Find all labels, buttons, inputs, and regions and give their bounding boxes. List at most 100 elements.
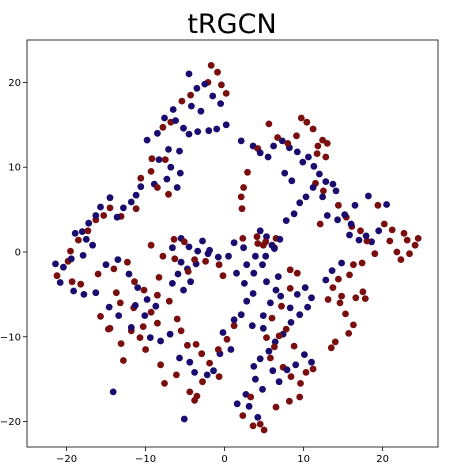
data-point-series-2 [105, 325, 112, 333]
data-point-series-1 [166, 330, 174, 338]
data-point-series-2 [94, 270, 102, 278]
data-point-series-1 [97, 203, 104, 211]
data-point-series-2 [184, 341, 191, 349]
data-points [52, 62, 422, 434]
data-point-series-2 [400, 229, 408, 237]
data-point-series-2 [371, 250, 379, 258]
data-point-series-2 [198, 350, 206, 358]
data-point-series-2 [386, 237, 394, 245]
data-point-series-1 [308, 294, 315, 302]
data-point-series-2 [110, 265, 118, 273]
data-point-series-1 [270, 142, 277, 150]
data-point-series-2 [346, 271, 353, 279]
data-point-series-2 [161, 156, 169, 164]
data-point-series-2 [309, 365, 317, 373]
data-point-series-2 [173, 315, 181, 323]
data-point-series-2 [293, 269, 301, 277]
data-point-series-2 [165, 190, 172, 198]
data-point-series-1 [301, 284, 309, 291]
data-point-series-1 [230, 316, 238, 324]
data-point-series-1 [176, 169, 184, 177]
data-point-series-2 [265, 120, 273, 128]
data-point-series-1 [237, 137, 245, 145]
data-point-series-2 [324, 296, 332, 303]
data-point-series-2 [286, 285, 294, 292]
data-point-series-1 [272, 286, 280, 294]
data-point-series-1 [180, 415, 188, 423]
data-point-series-2 [274, 134, 281, 141]
data-point-series-1 [185, 243, 193, 251]
data-point-series-1 [233, 400, 241, 408]
data-point-series-1 [155, 156, 163, 164]
data-point-series-2 [139, 323, 147, 330]
data-point-series-1 [299, 158, 307, 166]
data-point-series-2 [136, 334, 144, 341]
data-point-series-2 [124, 258, 131, 266]
data-point-series-1 [187, 278, 195, 286]
data-point-series-1 [322, 178, 330, 186]
data-point-series-2 [222, 90, 230, 97]
data-point-series-2 [120, 357, 127, 364]
data-point-series-1 [292, 361, 300, 369]
data-point-series-1 [252, 375, 259, 383]
data-point-series-1 [92, 212, 100, 219]
data-point-series-2 [154, 184, 161, 191]
data-point-series-1 [173, 184, 181, 191]
data-point-series-2 [403, 236, 411, 244]
data-point-series-2 [240, 184, 248, 191]
data-point-series-1 [365, 192, 372, 200]
data-point-series-2 [320, 187, 327, 195]
data-point-series-2 [286, 397, 293, 405]
data-point-series-2 [84, 227, 92, 235]
data-point-series-1 [259, 261, 266, 269]
data-point-series-1 [293, 148, 301, 156]
data-point-series-2 [187, 91, 195, 99]
data-point-series-1 [188, 102, 195, 110]
data-point-series-1 [233, 269, 240, 277]
data-point-series-2 [207, 62, 215, 69]
data-point-series-2 [155, 274, 163, 281]
data-point-series-1 [252, 252, 259, 260]
data-point-series-1 [274, 273, 282, 280]
data-point-series-2 [319, 136, 326, 144]
data-point-series-1 [185, 70, 193, 78]
data-point-series-1 [92, 289, 100, 297]
data-point-series-2 [147, 241, 155, 249]
data-point-series-1 [288, 177, 296, 185]
data-point-series-1 [127, 324, 135, 331]
data-point-series-1 [169, 106, 177, 113]
data-point-series-1 [205, 127, 213, 135]
data-point-series-1 [180, 124, 187, 132]
data-point-series-2 [191, 256, 199, 263]
data-point-series-2 [159, 123, 167, 131]
data-point-series-1 [308, 358, 315, 366]
data-point-series-1 [60, 263, 67, 271]
data-point-series-2 [256, 420, 264, 428]
data-point-series-1 [259, 312, 267, 319]
data-point-series-2 [322, 153, 330, 161]
data-point-series-1 [319, 193, 326, 201]
data-point-series-2 [244, 168, 251, 176]
data-point-series-2 [157, 361, 165, 369]
data-point-series-1 [174, 270, 182, 278]
data-point-series-1 [114, 256, 122, 263]
data-point-series-1 [323, 212, 331, 219]
data-point-series-2 [296, 393, 304, 401]
data-point-series-1 [185, 130, 193, 138]
data-point-series-2 [223, 335, 231, 343]
data-point-series-2 [263, 334, 270, 341]
data-point-series-1 [254, 413, 262, 421]
data-point-series-1 [143, 296, 151, 303]
data-point-series-1 [241, 280, 248, 287]
data-point-series-2 [112, 289, 120, 297]
data-point-series-1 [237, 311, 245, 319]
data-point-series-2 [287, 373, 295, 380]
data-point-series-2 [363, 237, 371, 245]
data-point-series-2 [147, 308, 155, 316]
data-point-series-1 [143, 136, 151, 144]
data-point-series-1 [161, 114, 168, 122]
data-point-series-1 [301, 351, 308, 358]
data-point-series-1 [79, 252, 87, 259]
y-tick-label: 10 [8, 163, 21, 174]
data-point-series-1 [256, 355, 264, 363]
